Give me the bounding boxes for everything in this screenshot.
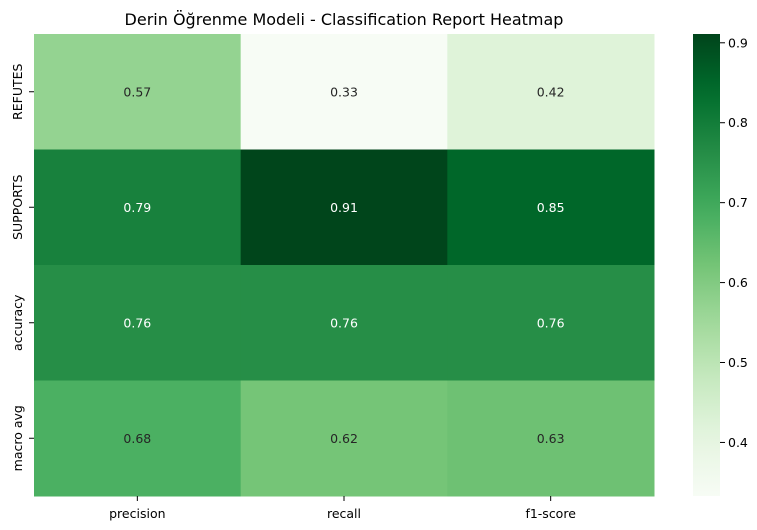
heatmap-cell — [34, 265, 242, 381]
heatmap-cell — [240, 380, 448, 497]
cell-value-label: 0.91 — [330, 200, 358, 215]
heatmap-cell — [34, 34, 242, 150]
heatmap-cells: 0.57 0.33 0.42 0.79 0.91 0.85 0.76 0.76 0.76 0.68… — [34, 34, 655, 497]
x-tick-label: recall — [327, 506, 361, 521]
y-tick-label: REFUTES — [10, 63, 25, 119]
heatmap-cell — [34, 149, 242, 266]
x-axis: precision recall f1-score — [109, 496, 576, 521]
colorbar-tick-label: 0.7 — [728, 195, 748, 210]
colorbar-tick-label: 0.6 — [728, 275, 748, 290]
cell-value-label: 0.68 — [123, 431, 151, 446]
y-tick-label: accuracy — [10, 294, 25, 351]
cell-value-label: 0.76 — [537, 315, 565, 330]
y-tick-label: SUPPORTS — [10, 175, 25, 240]
cell-value-label: 0.63 — [537, 431, 565, 446]
cell-value-label: 0.33 — [330, 84, 358, 99]
heatmap-cell — [447, 380, 655, 497]
colorbar-tick-label: 0.4 — [728, 435, 748, 450]
cell-value-label: 0.57 — [123, 84, 151, 99]
colorbar-gradient — [693, 34, 720, 496]
heatmap-cell — [240, 149, 448, 266]
x-tick-label: precision — [109, 506, 165, 521]
chart-title: Derin Öğrenme Modeli - Classification Re… — [125, 10, 564, 29]
x-tick-label: f1-score — [525, 506, 576, 521]
heatmap-cell — [447, 265, 655, 381]
heatmap-cell — [240, 34, 448, 150]
cell-value-label: 0.85 — [537, 200, 565, 215]
colorbar-tick-label: 0.5 — [728, 355, 748, 370]
heatmap-cell — [447, 34, 655, 150]
cell-value-label: 0.76 — [330, 315, 358, 330]
colorbar-tick-label: 0.9 — [728, 35, 748, 50]
heatmap-cell — [447, 149, 655, 266]
heatmap-cell — [34, 380, 242, 497]
cell-value-label: 0.79 — [123, 200, 151, 215]
cell-value-label: 0.42 — [537, 84, 565, 99]
cell-value-label: 0.76 — [123, 315, 151, 330]
y-tick-label: macro avg — [10, 405, 25, 471]
colorbar: 0.4 0.5 0.6 0.7 0.8 0.9 — [693, 34, 748, 496]
cell-value-label: 0.62 — [330, 431, 358, 446]
colorbar-tick-label: 0.8 — [728, 115, 748, 130]
y-axis: REFUTES SUPPORTS accuracy macro avg — [10, 63, 34, 471]
heatmap-cell — [240, 265, 448, 381]
